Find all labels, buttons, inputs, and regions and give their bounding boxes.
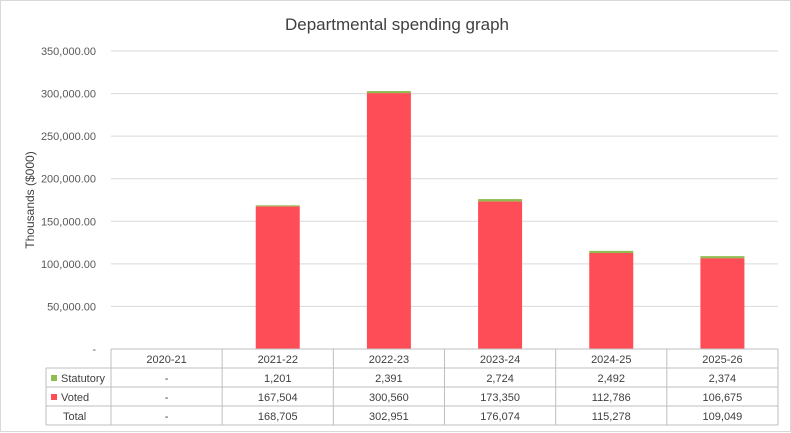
data-label-statutory: 1,201	[264, 373, 292, 385]
legend-label-statutory: Statutory	[61, 373, 106, 385]
y-tick-label: 100,000.00	[41, 259, 96, 271]
x-tick-label: 2020-21	[146, 354, 186, 366]
bar-voted-2024-25	[589, 252, 634, 349]
data-label-voted: 300,560	[369, 392, 409, 404]
x-tick-label: 2025-26	[702, 354, 742, 366]
bar-statutory-2021-22	[255, 205, 300, 207]
y-tick-label: 150,000.00	[41, 216, 96, 228]
y-tick-label: 50,000.00	[47, 301, 96, 313]
data-label-total: 302,951	[369, 411, 409, 423]
data-label-statutory: 2,391	[375, 373, 403, 385]
data-label-voted: 173,350	[480, 392, 520, 404]
data-label-total: -	[165, 411, 169, 423]
data-label-voted: 106,675	[703, 392, 743, 404]
data-label-statutory: 2,724	[486, 373, 514, 385]
gridlines	[111, 50, 778, 307]
data-label-voted: -	[165, 392, 169, 404]
chart-title: Departmental spending graph	[285, 15, 509, 34]
bar-voted-2023-24	[478, 201, 523, 349]
legend-label-total: Total	[63, 411, 86, 423]
data-label-voted: 112,786	[592, 392, 631, 404]
x-tick-label: 2023-24	[480, 354, 520, 366]
data-label-voted: 167,504	[258, 392, 298, 404]
data-label-statutory: 2,492	[597, 373, 625, 385]
y-tick-label: 200,000.00	[41, 174, 96, 186]
bars	[255, 91, 745, 349]
legend-swatch-voted	[51, 394, 57, 400]
bar-statutory-2024-25	[589, 250, 634, 253]
bar-statutory-2022-23	[366, 91, 411, 94]
y-tick-label: -	[92, 344, 96, 356]
y-axis-label: Thousands ($000)	[23, 151, 37, 248]
bar-statutory-2025-26	[700, 256, 745, 259]
x-tick-label: 2022-23	[369, 354, 409, 366]
data-label-total: 109,049	[703, 411, 743, 423]
legend-label-voted: Voted	[61, 392, 89, 404]
x-tick-label: 2024-25	[591, 354, 631, 366]
legend-swatch-statutory	[51, 375, 57, 381]
data-label-total: 115,278	[592, 411, 631, 423]
bar-voted-2025-26	[700, 258, 745, 349]
data-table: 2020-21 2021-22 2022-23 2023-24 2024-25 2025-…	[45, 348, 779, 426]
data-label-total: 168,705	[258, 411, 298, 423]
data-label-statutory: 2,374	[709, 373, 737, 385]
y-axis-ticks: - 50,000.00 100,000.00 150,000.00 200,000.00…	[41, 46, 96, 356]
y-tick-label: 350,000.00	[41, 46, 96, 58]
y-tick-label: 300,000.00	[41, 89, 96, 101]
bar-statutory-2023-24	[478, 199, 523, 202]
y-tick-label: 250,000.00	[41, 131, 96, 143]
bar-voted-2022-23	[366, 93, 411, 349]
bar-voted-2021-22	[255, 206, 300, 349]
data-label-statutory: -	[165, 373, 169, 385]
x-tick-label: 2021-22	[258, 354, 298, 366]
data-label-total: 176,074	[480, 411, 520, 423]
